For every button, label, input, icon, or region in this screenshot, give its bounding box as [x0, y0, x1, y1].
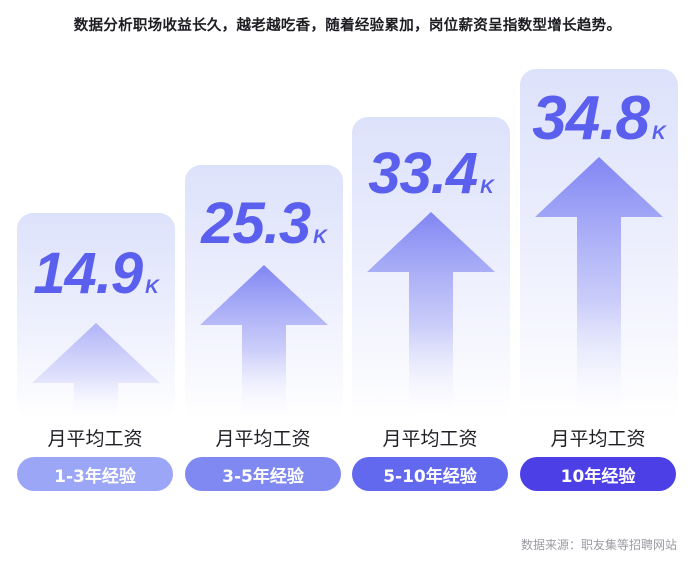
data-source: 数据来源：职友集等招聘网站 [520, 538, 677, 552]
salary-number: 34.8 [532, 84, 650, 153]
salary-number: 33.4 [368, 141, 478, 206]
salary-number: 14.9 [33, 241, 143, 306]
salary-unit: K [313, 227, 327, 248]
salary-value: 25.3 K [185, 190, 343, 257]
experience-label: 5-10年经验 [352, 457, 508, 491]
salary-card [17, 213, 175, 420]
arrow-shape [200, 265, 328, 420]
salary-unit: K [651, 123, 666, 144]
salary-card [520, 69, 678, 420]
experience-label: 1-3年经验 [17, 457, 173, 491]
salary-value: 33.4 K [352, 140, 510, 207]
up-arrow-icon [32, 323, 160, 420]
arrow-shape [367, 212, 495, 420]
salary-caption: 月平均工资 [550, 428, 646, 450]
salary-value: 14.9 K [17, 240, 175, 307]
salary-value: 34.8 K [520, 83, 678, 154]
arrow-shape [32, 323, 160, 420]
salary-card [185, 165, 343, 420]
salary-caption: 月平均工资 [382, 428, 478, 450]
up-arrow-icon [367, 212, 495, 420]
salary-number: 25.3 [201, 191, 311, 256]
up-arrow-icon [535, 157, 663, 420]
experience-label: 3-5年经验 [185, 457, 341, 491]
arrow-shape [535, 157, 663, 420]
salary-card [352, 117, 510, 420]
salary-unit: K [145, 277, 159, 298]
salary-caption: 月平均工资 [215, 428, 311, 450]
headline: 数据分析职场收益长久，越老越吃香，随着经验累加，岗位薪资呈指数型增长趋势。 [73, 18, 622, 34]
salary-caption: 月平均工资 [47, 428, 143, 450]
up-arrow-icon [200, 265, 328, 420]
salary-unit: K [480, 177, 494, 198]
experience-label: 10年经验 [520, 457, 676, 491]
